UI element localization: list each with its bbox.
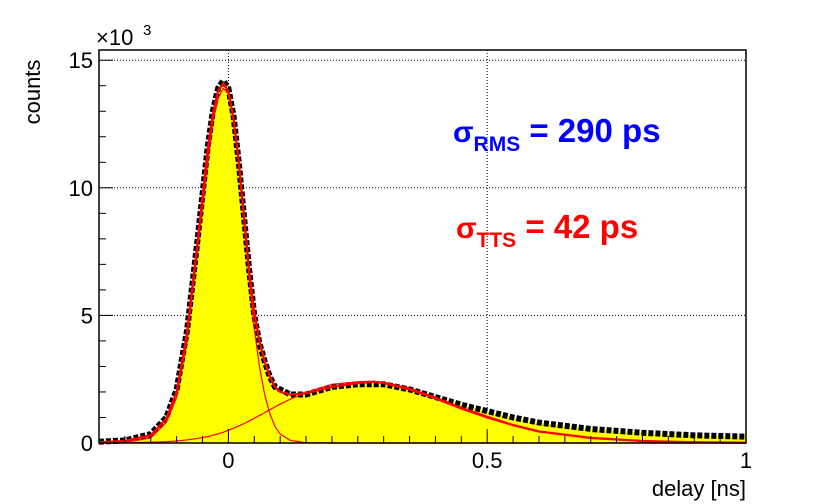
- y-tick-label: 10: [69, 176, 93, 201]
- svg-text:σRMS = 290 ps: σRMS = 290 ps: [453, 112, 661, 156]
- annotation-tts: σTTS = 42 ps: [456, 208, 638, 252]
- y-axis-title: counts: [20, 60, 45, 125]
- y-multiplier-exponent: 3: [143, 22, 151, 39]
- annotation-tts-text: = 42 ps: [516, 208, 638, 245]
- fit-tail-component: [98, 380, 747, 444]
- annotation-tts-symbol: σ: [456, 212, 477, 245]
- plot-border: [98, 49, 747, 444]
- annotation-rms-text: = 290 ps: [520, 112, 660, 149]
- annotation-rms-subscript: RMS: [474, 133, 521, 156]
- y-tick-label: 15: [69, 48, 93, 73]
- y-multiplier-label: ×10: [96, 25, 133, 50]
- y-tick-label: 5: [81, 303, 93, 328]
- y-multiplier: ×10 3: [96, 22, 151, 50]
- annotation-tts-subscript: TTS: [477, 229, 517, 252]
- plot-frame: [98, 49, 747, 444]
- annotation-rms: σRMS = 290 ps: [453, 112, 661, 156]
- x-tick-label: 0.5: [472, 448, 503, 473]
- fit-total: [98, 82, 747, 444]
- svg-text:σTTS = 42 ps: σTTS = 42 ps: [456, 208, 638, 252]
- x-axis-title: delay [ns]: [652, 476, 746, 501]
- x-tick-label: 1: [740, 448, 752, 473]
- y-tick-label: 0: [81, 431, 93, 456]
- annotation-rms-symbol: σ: [453, 116, 474, 149]
- x-tick-label: 0: [222, 448, 234, 473]
